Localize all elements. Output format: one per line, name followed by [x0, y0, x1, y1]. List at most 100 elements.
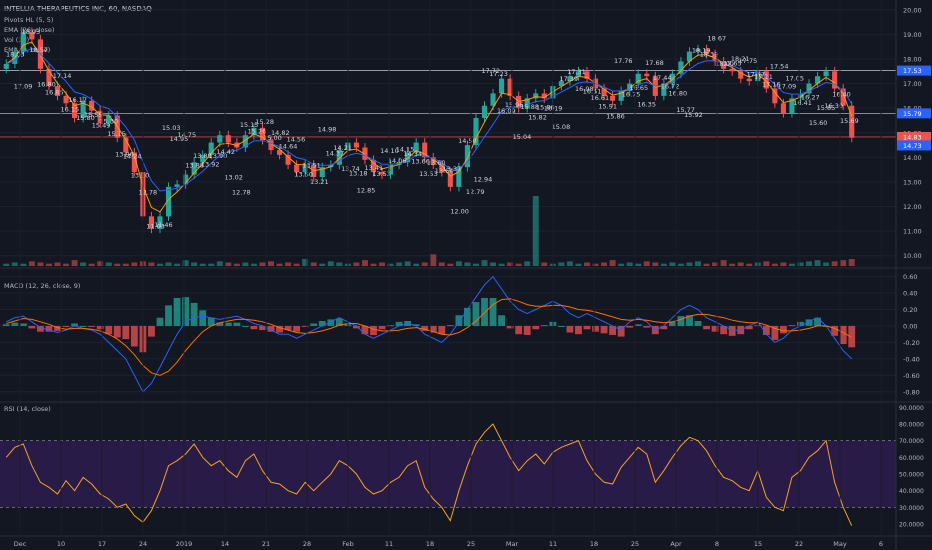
- pivot-label: 13.50: [294, 171, 313, 179]
- candle-body: [763, 71, 769, 89]
- price-axis-tick: 18.00: [903, 56, 922, 64]
- volume-bar: [788, 263, 795, 266]
- time-axis-tick: 8: [715, 540, 719, 548]
- candle-body: [516, 95, 522, 109]
- macd-histogram-bar: [11, 322, 19, 326]
- volume-bar: [285, 262, 292, 266]
- pivot-label: 13.96: [115, 150, 134, 158]
- volume-bar: [695, 261, 701, 266]
- macd-histogram-bar: [182, 297, 190, 326]
- macd-histogram-bar: [19, 323, 27, 326]
- pivot-label: 13.89: [193, 152, 212, 160]
- macd-histogram-bar: [634, 324, 642, 326]
- macd-histogram-bar: [267, 325, 275, 332]
- macd-axis-tick: 0.00: [903, 322, 917, 330]
- price-axis-badge-label: 15.79: [903, 110, 922, 118]
- volume-bar: [37, 262, 44, 266]
- time-axis-tick: Feb: [342, 540, 354, 548]
- candle-body: [157, 216, 163, 229]
- pivot-label: 11.03: [146, 222, 165, 230]
- volume-bar: [250, 263, 257, 266]
- candle-body: [131, 152, 137, 173]
- volume-bar: [379, 262, 386, 266]
- pivot-label: 18.03: [6, 50, 25, 58]
- candle-body: [815, 76, 821, 84]
- volume-bar: [216, 261, 223, 266]
- macd-axis-tick: -0.40: [903, 355, 920, 363]
- macd-pane-title[interactable]: MACD (12, 26, close, 9): [4, 282, 80, 290]
- volume-bar: [609, 260, 616, 266]
- candle-body: [558, 81, 564, 87]
- volume-bar: [233, 263, 240, 266]
- macd-histogram-bar: [276, 325, 283, 333]
- candle-body: [217, 135, 223, 143]
- candle-body: [328, 164, 334, 168]
- volume-bar: [481, 260, 488, 266]
- volume-bar: [131, 262, 138, 266]
- pivot-label: 12.00: [450, 208, 469, 216]
- volume-bar: [413, 263, 420, 266]
- macd-histogram-bar: [814, 317, 821, 326]
- macd-histogram-bar: [378, 325, 386, 330]
- volume-bar: [746, 263, 753, 266]
- volume-bar: [191, 262, 198, 266]
- pivot-label: 17.39: [559, 75, 578, 83]
- price-axis-tick: 20.00: [903, 6, 922, 14]
- candle-body: [183, 174, 189, 185]
- macd-histogram-bar: [122, 325, 130, 340]
- price-axis[interactable]: 10.0011.0012.0013.0014.0015.0016.0017.00…: [897, 6, 931, 260]
- time-axis-tick: 17: [98, 540, 106, 548]
- pivot-label: 16.41: [793, 99, 812, 107]
- macd-histogram-bar: [2, 324, 10, 326]
- pivot-label: 16.85: [45, 88, 64, 96]
- pivot-labels: 18.0317.0918.9318.5716.8016.8517.1416.15…: [6, 28, 859, 230]
- pivot-label: 17.09: [14, 82, 33, 90]
- pivot-label: 12.85: [357, 187, 376, 195]
- macd-histogram-bar: [481, 297, 488, 326]
- indicator-legend-pivots[interactable]: Pivots HL (5, 5): [4, 16, 53, 24]
- pivot-label: 14.50: [458, 137, 477, 145]
- macd-histogram-bar: [600, 325, 608, 334]
- time-axis-tick: 18: [426, 540, 434, 548]
- volume-bar: [831, 261, 838, 266]
- time-axis-tick: 6: [879, 540, 883, 548]
- pivot-label: 13.90: [209, 152, 228, 160]
- volume-bar: [592, 263, 599, 266]
- macd-histogram-bar: [592, 325, 599, 332]
- time-axis-tick: 14: [221, 540, 229, 548]
- macd-histogram-bar: [438, 325, 446, 335]
- pivot-label: 15.28: [255, 118, 274, 126]
- pivot-label: 15.00: [263, 134, 282, 142]
- volume-bar: [327, 261, 334, 266]
- rsi-pane-title[interactable]: RSI (14, close): [4, 405, 51, 413]
- pivot-label: 14.21: [333, 144, 352, 152]
- pivot-label: 17.31: [567, 68, 586, 76]
- macd-pane: 0.60 0.40 0.20 0.00 -0.20 -0.40 -0.60 -0.80: [0, 273, 920, 396]
- macd-histogram-bar: [617, 325, 625, 337]
- chart-symbol-title: INTELLIA THERAPEUTICS INC, 60, NASDAQ: [4, 5, 152, 13]
- ema-26-line: [6, 48, 853, 192]
- pivot-label: 16.61: [591, 94, 610, 102]
- pivot-label: 15.82: [528, 114, 547, 122]
- volume-bar: [712, 262, 719, 266]
- rsi-axis-tick: 90.0000: [899, 405, 924, 412]
- pivot-label: 16.30: [824, 102, 843, 110]
- indicator-legend-ema9[interactable]: EMA (9, close): [4, 46, 50, 54]
- indicator-legend-ema26[interactable]: EMA (26, close): [4, 26, 54, 34]
- macd-histogram-bar: [387, 325, 394, 327]
- macd-histogram-bar: [361, 325, 369, 335]
- macd-histogram-bar: [199, 310, 207, 326]
- macd-histogram-bar: [156, 317, 164, 326]
- volume-bar: [669, 262, 676, 266]
- volume-bar: [302, 259, 309, 266]
- candle-body: [789, 98, 795, 114]
- indicator-legend-vol[interactable]: Vol (20): [4, 36, 29, 44]
- candle-body: [268, 140, 274, 150]
- pivot-label: 13.51: [302, 161, 321, 169]
- candle-body: [738, 71, 744, 79]
- volume-bar: [472, 263, 479, 266]
- macd-histogram-bar: [489, 297, 497, 326]
- volume-bar: [430, 254, 437, 266]
- candle-body: [661, 83, 667, 96]
